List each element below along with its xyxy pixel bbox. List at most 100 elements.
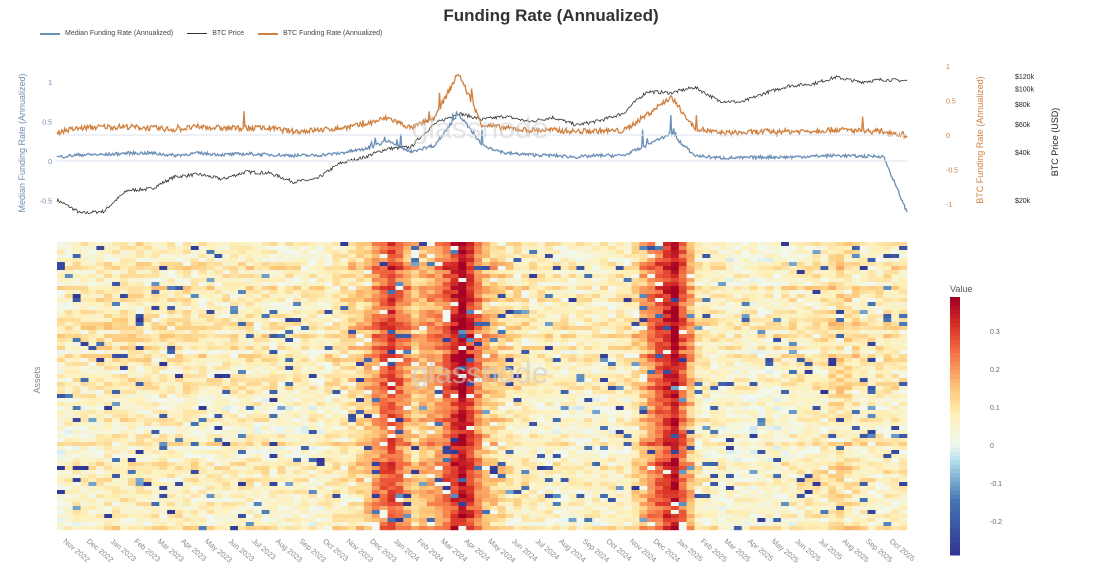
heatmap-cell — [72, 346, 81, 351]
heatmap-cell — [285, 522, 294, 527]
heatmap-cell — [72, 374, 81, 379]
heatmap-cell — [458, 418, 467, 423]
heatmap-cell — [206, 350, 215, 355]
heatmap-cell — [72, 470, 81, 475]
heatmap-cell — [300, 478, 310, 483]
legend-item-btc-funding[interactable]: BTC Funding Rate (Annualized) — [258, 30, 382, 37]
heatmap-cell — [568, 458, 577, 463]
heatmap-cell — [324, 266, 333, 271]
heatmap-cell — [308, 266, 318, 271]
heatmap-cell — [505, 274, 514, 279]
heatmap-cell — [206, 490, 215, 495]
heatmap-cell — [332, 378, 341, 383]
heatmap-cell — [222, 382, 231, 387]
heatmap-cell — [340, 290, 349, 295]
heatmap-cell — [348, 302, 357, 307]
heatmap-cell — [182, 450, 192, 455]
heatmap-cell — [324, 290, 333, 295]
heatmap-cell — [497, 498, 506, 503]
heatmap-cell — [104, 474, 113, 479]
heatmap-cell — [72, 474, 81, 479]
legend-item-median[interactable]: Median Funding Rate (Annualized) — [40, 30, 173, 37]
heatmap-cell — [316, 470, 325, 475]
heatmap-cell — [395, 262, 404, 267]
legend-item-btc-price[interactable]: BTC Price — [187, 30, 244, 37]
heatmap-cell — [253, 246, 262, 251]
heatmap-cell — [159, 374, 168, 379]
heatmap-cell — [395, 406, 404, 411]
heatmap-cell — [489, 402, 499, 407]
heatmap-cell — [529, 422, 538, 427]
heatmap-cell — [72, 386, 81, 391]
heatmap-cell — [253, 430, 262, 435]
heatmap-cell — [159, 450, 168, 455]
heatmap-cell — [88, 334, 97, 339]
heatmap-cell — [356, 466, 365, 471]
heatmap-cell — [505, 306, 514, 311]
heatmap-cell — [72, 390, 81, 395]
heatmap-cell — [379, 282, 388, 287]
heatmap-cell — [269, 486, 278, 491]
heatmap-cell — [466, 426, 475, 431]
heatmap-cell — [521, 302, 530, 307]
heatmap-cell — [521, 494, 530, 499]
heatmap-cell — [474, 242, 483, 247]
heatmap-cell — [434, 382, 443, 387]
heatmap-cell — [285, 478, 294, 483]
heatmap-cell — [466, 470, 475, 475]
heatmap-cell — [497, 378, 506, 383]
heatmap-cell — [419, 366, 428, 371]
heatmap-cell — [529, 334, 538, 339]
heatmap-cell — [277, 274, 286, 279]
heatmap-cell — [395, 442, 404, 447]
heatmap-cell — [88, 274, 97, 279]
heatmap-cell — [277, 370, 286, 375]
heatmap-cell — [450, 382, 459, 387]
heatmap-cell — [143, 402, 152, 407]
heatmap-cell — [403, 406, 412, 411]
heatmap-cell — [521, 526, 530, 531]
heatmap-cell — [72, 494, 81, 499]
heatmap-cell — [159, 470, 168, 475]
heatmap-cell — [206, 346, 215, 351]
heatmap-cell — [112, 266, 121, 271]
heatmap-cell — [505, 522, 514, 527]
heatmap-cell — [96, 414, 105, 419]
heatmap-cell — [167, 322, 176, 327]
heatmap-cell — [521, 394, 530, 399]
heatmap-cell — [253, 434, 262, 439]
heatmap-cell — [482, 346, 491, 351]
heatmap-cell — [426, 418, 436, 423]
heatmap-cell — [348, 478, 357, 483]
heatmap-cell — [576, 298, 585, 303]
heatmap-cell — [277, 366, 286, 371]
heatmap-cell — [348, 342, 357, 347]
heatmap-cell — [206, 470, 215, 475]
heatmap-cell — [151, 426, 160, 431]
heatmap-cell — [411, 462, 420, 467]
heatmap-cell — [537, 370, 546, 375]
heatmap-cell — [466, 370, 475, 375]
heatmap-cell — [206, 246, 215, 251]
heatmap-cell — [269, 522, 278, 527]
heatmap-cell — [458, 422, 467, 427]
heatmap-cell — [143, 398, 152, 403]
heatmap-cell — [57, 246, 66, 251]
heatmap-cell — [206, 278, 215, 283]
heatmap-cell — [198, 374, 207, 379]
heatmap-cell — [261, 462, 270, 467]
heatmap-cell — [151, 278, 160, 283]
heatmap-cell — [568, 354, 577, 359]
heatmap-cell — [442, 426, 451, 431]
heatmap-cell — [64, 486, 74, 491]
heatmap-cell — [592, 282, 601, 287]
heatmap-cell — [293, 422, 302, 427]
heatmap-cell — [159, 246, 168, 251]
heatmap-cell — [356, 274, 365, 279]
heatmap-cell — [190, 254, 199, 259]
heatmap-cell — [190, 418, 199, 423]
heatmap-cell — [96, 462, 105, 467]
heatmap-cell — [505, 366, 514, 371]
heatmap-cell — [379, 494, 388, 499]
heatmap-cell — [521, 374, 530, 379]
